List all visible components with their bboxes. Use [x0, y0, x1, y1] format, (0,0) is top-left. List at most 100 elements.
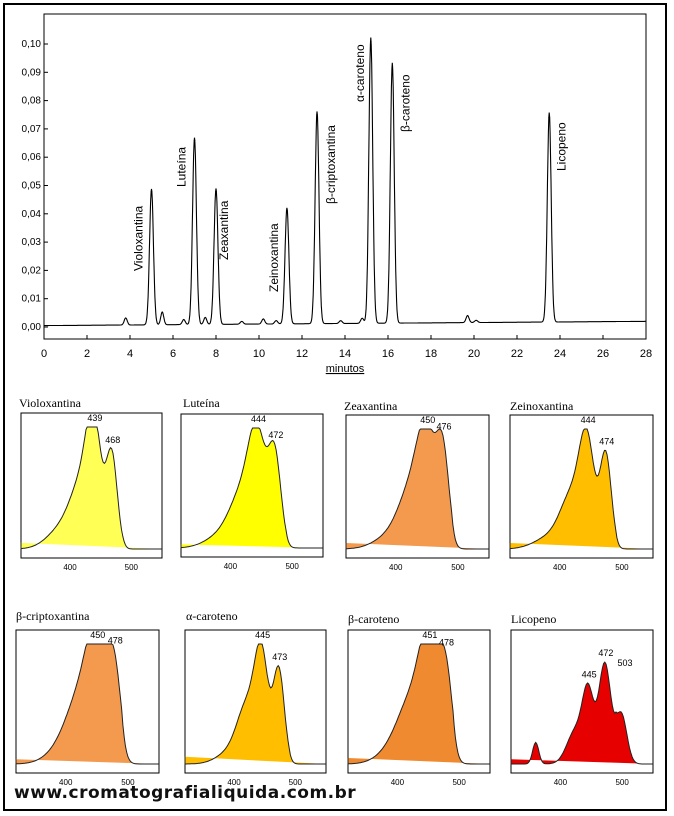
spectrum-curve: [184, 643, 326, 765]
spectrum-peak-label: 445: [582, 669, 597, 679]
spectrum-x-tick-label: 400: [224, 562, 238, 571]
peak-label: β-caroteno: [398, 74, 412, 132]
spectrum-fill: [348, 644, 490, 764]
spectrum-x-tick-label: 500: [289, 778, 303, 787]
spectrum-fill: [510, 429, 653, 549]
spectrum-fill: [21, 427, 162, 549]
spectrum-peak-label: 472: [268, 430, 283, 440]
spectrum-curve: [347, 643, 490, 765]
y-tick-label: 0,07: [22, 124, 42, 135]
chromatogram-plot-area: [43, 13, 647, 340]
spectrum-x-tick-label: 500: [615, 778, 629, 787]
spectrum-title: Licopeno: [511, 612, 556, 626]
spectrum-x-tick-label: 500: [451, 563, 465, 572]
x-tick-label: 24: [554, 348, 566, 360]
peak-label: Luteína: [175, 147, 189, 187]
peak-label: Zeaxantina: [217, 200, 231, 260]
spectrum-fill: [185, 644, 326, 764]
y-tick-label: 0,09: [22, 67, 42, 78]
chromatogram-peak-4: [316, 113, 318, 116]
spectrum-peak-label: 473: [272, 652, 287, 662]
spectrum-curve: [510, 661, 653, 765]
spectrum-panel-3: Zeinoxantina 400 500 444 474: [509, 399, 654, 572]
spectrum-peak-label: 478: [108, 636, 123, 646]
spectrum-peak-label: 468: [105, 435, 120, 445]
chromatogram-trace: [44, 37, 646, 327]
spectrum-curve: [20, 426, 162, 550]
spectrum-peak-label: 444: [581, 415, 596, 425]
spectrum-title: β-caroteno: [348, 612, 399, 626]
x-tick-label: 20: [468, 348, 480, 360]
spectrum-title: Zeaxantina: [344, 399, 398, 413]
peak-label: β-criptoxantina: [324, 125, 338, 204]
x-tick-label: 2: [84, 348, 90, 360]
y-tick-label: 0,06: [22, 152, 42, 163]
spectrum-x-tick-label: 400: [391, 778, 405, 787]
x-tick-label: 8: [213, 348, 219, 360]
chromatogram-peak-2: [215, 190, 217, 192]
peak-label: α-caroteno: [353, 44, 367, 102]
spectrum-curve: [345, 428, 489, 550]
spectrum-panel-5: α-caroteno 400 500 445 473: [184, 609, 327, 787]
y-tick-label: 0,10: [22, 39, 42, 50]
chromatogram-peak-3: [286, 210, 288, 212]
y-tick-label: 0,00: [22, 322, 42, 333]
peak-label: Licopeno: [554, 122, 568, 171]
spectrum-fill: [16, 644, 159, 764]
chromatogram-peak-7: [548, 116, 551, 119]
x-tick-label: 26: [597, 348, 609, 360]
peak-label: Violoxantina: [132, 206, 146, 271]
x-tick-label: 10: [253, 348, 265, 360]
spectrum-peak-label: 478: [439, 638, 454, 648]
spectrum-x-tick-label: 500: [285, 562, 299, 571]
spectrum-curve: [15, 643, 159, 765]
y-tick-label: 0,01: [22, 294, 42, 305]
chromatogram-peak-5: [370, 40, 372, 42]
x-tick-label: 22: [511, 348, 523, 360]
spectrum-title: Violoxantina: [19, 396, 82, 410]
x-tick-label: 18: [425, 348, 437, 360]
spectrum-x-tick-label: 500: [452, 778, 466, 787]
spectrum-x-tick-label: 400: [553, 563, 567, 572]
spectrum-curve: [180, 427, 323, 549]
spectrum-x-tick-label: 400: [63, 563, 77, 572]
spectrum-peak-label: 451: [422, 630, 437, 640]
website-footer: www.cromatografialiquida.com.br: [14, 783, 357, 803]
spectrum-title: Zeinoxantina: [510, 399, 574, 413]
chromatogram-peak-1: [193, 139, 196, 142]
spectrum-fill: [511, 662, 653, 764]
spectrum-peak-label: 439: [87, 413, 102, 423]
spectrum-x-tick-label: 500: [615, 563, 629, 572]
x-tick-label: 12: [296, 348, 308, 360]
spectrum-x-tick-label: 500: [121, 778, 135, 787]
spectrum-curve: [509, 428, 653, 550]
x-tick-label: 4: [127, 348, 133, 360]
spectrum-peak-label: 474: [599, 436, 614, 446]
spectrum-x-tick-label: 400: [554, 778, 568, 787]
spectrum-x-tick-label: 500: [125, 563, 139, 572]
y-tick-label: 0,05: [22, 181, 42, 192]
y-tick-label: 0,03: [22, 237, 42, 248]
spectrum-title: β-criptoxantina: [16, 609, 90, 623]
y-tick-label: 0,02: [22, 265, 42, 276]
spectrum-peak-label: 503: [617, 658, 632, 668]
spectrum-peak-label: 444: [251, 414, 266, 424]
chromatogram-peak-0: [150, 190, 153, 192]
spectrum-peak-label: 472: [598, 648, 613, 658]
y-tick-label: 0,08: [22, 96, 42, 107]
chromatogram-peak-6: [391, 65, 394, 68]
spectrum-peak-label: 445: [255, 630, 270, 640]
spectrum-peak-label: 476: [436, 422, 451, 432]
peak-label: Zeinoxantina: [267, 223, 281, 292]
x-tick-label: 14: [339, 348, 351, 360]
spectrum-panel-7: Licopeno 400 500 445 472 503: [510, 612, 654, 787]
x-tick-label: 6: [170, 348, 176, 360]
spectrum-x-tick-label: 400: [227, 778, 241, 787]
spectrum-fill: [346, 429, 489, 549]
spectrum-x-tick-label: 400: [389, 563, 403, 572]
x-tick-label: 0: [41, 348, 47, 360]
